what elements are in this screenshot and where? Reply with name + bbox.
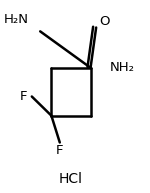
- Text: O: O: [99, 15, 110, 28]
- Text: HCl: HCl: [59, 172, 83, 186]
- Text: NH₂: NH₂: [110, 61, 135, 74]
- Text: F: F: [56, 144, 64, 157]
- Text: F: F: [20, 90, 27, 103]
- Text: H₂N: H₂N: [4, 13, 29, 26]
